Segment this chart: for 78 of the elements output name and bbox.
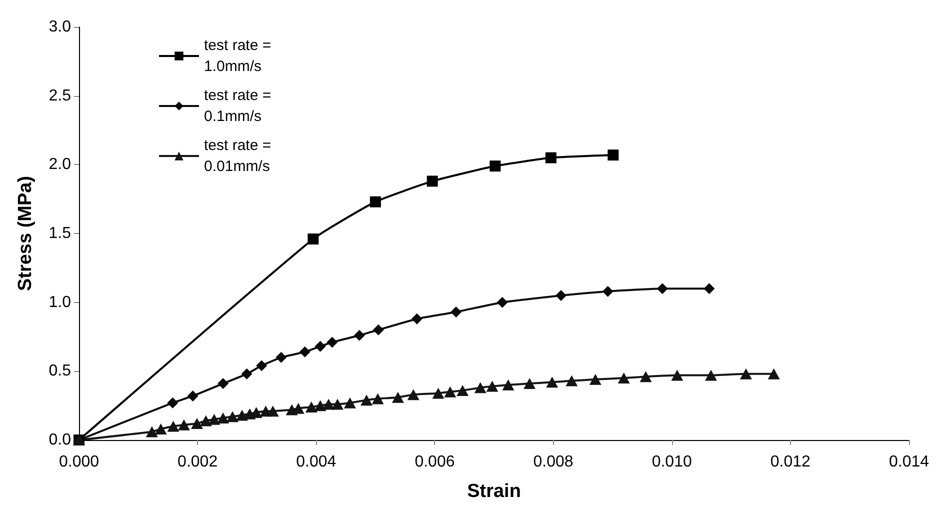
point xyxy=(154,423,167,434)
y-tick-label: 3.0 xyxy=(48,18,72,36)
point xyxy=(490,160,501,172)
point xyxy=(276,352,287,363)
y-axis-title: Stress (MPa) xyxy=(15,176,36,292)
point xyxy=(740,368,752,380)
point xyxy=(671,370,684,381)
point xyxy=(566,375,578,386)
y-tick-label: 0.0 xyxy=(48,432,72,448)
point xyxy=(704,283,715,294)
point xyxy=(226,411,239,422)
point xyxy=(326,336,338,348)
x-tick-label: 0.008 xyxy=(533,454,574,470)
point xyxy=(217,412,230,424)
point xyxy=(305,401,318,412)
y-tick-label: 0.5 xyxy=(48,362,72,380)
point xyxy=(502,379,514,390)
point xyxy=(524,378,536,390)
point xyxy=(474,382,486,394)
point xyxy=(426,176,438,187)
point xyxy=(496,296,508,308)
x-tick-label: 0.014 xyxy=(888,454,930,470)
point xyxy=(456,384,469,396)
point xyxy=(407,389,420,400)
y-tick-label: 1.5 xyxy=(48,225,72,242)
legend-label: test rate = 0.01mm/s xyxy=(204,137,272,175)
point xyxy=(354,330,365,341)
point xyxy=(322,398,335,410)
point xyxy=(372,324,384,336)
y-tick-label: 2.0 xyxy=(48,156,72,174)
point xyxy=(218,378,229,390)
point xyxy=(344,397,356,408)
point xyxy=(602,286,614,297)
point xyxy=(360,394,373,406)
x-tick-label: 0.006 xyxy=(414,454,455,470)
point xyxy=(167,397,178,408)
legend-label: test rate = 1.0mm/s xyxy=(204,37,272,75)
x-tick-label: 0.012 xyxy=(770,454,811,470)
point xyxy=(331,398,344,410)
x-tick-label: 0.010 xyxy=(652,454,692,470)
point xyxy=(450,306,462,318)
x-tick-label: 0.002 xyxy=(178,454,218,470)
point xyxy=(190,418,203,429)
point xyxy=(178,419,190,430)
legend-label: test rate = 0.1mm/s xyxy=(204,87,272,125)
y-tick-label: 2.5 xyxy=(48,87,72,104)
point xyxy=(589,374,602,385)
point xyxy=(266,406,279,417)
point xyxy=(656,283,668,294)
point xyxy=(208,414,220,425)
x-tick-label: 0.000 xyxy=(58,454,100,470)
point xyxy=(608,150,619,161)
point xyxy=(241,368,252,380)
point xyxy=(187,390,198,402)
point xyxy=(370,196,381,208)
point xyxy=(545,152,556,164)
point xyxy=(392,392,404,403)
x-tick-label: 0.004 xyxy=(296,454,336,470)
point xyxy=(486,380,498,392)
point xyxy=(618,372,630,384)
point xyxy=(256,360,268,372)
point xyxy=(314,340,326,352)
point xyxy=(704,370,717,381)
point xyxy=(640,371,652,382)
point xyxy=(372,393,384,404)
point xyxy=(308,234,319,245)
point xyxy=(411,313,422,324)
point xyxy=(299,346,310,358)
point xyxy=(768,368,780,380)
point xyxy=(146,426,158,438)
y-tick-label: 1.0 xyxy=(48,294,72,311)
point xyxy=(314,400,326,412)
point xyxy=(444,386,456,398)
x-axis-title: Strain xyxy=(467,481,521,502)
point xyxy=(546,376,558,388)
point xyxy=(432,388,444,399)
point xyxy=(167,420,180,432)
point xyxy=(555,290,566,301)
